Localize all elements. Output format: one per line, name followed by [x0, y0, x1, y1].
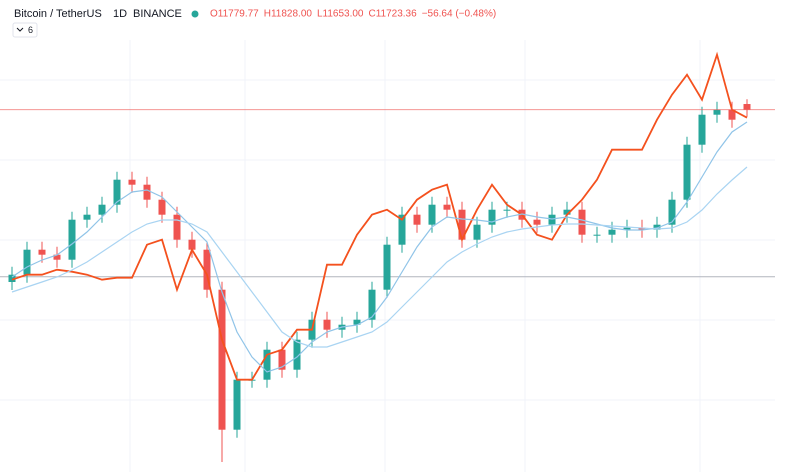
candle-body	[488, 209, 496, 225]
candle-body	[398, 214, 406, 245]
candle-body	[203, 249, 211, 290]
candle-body	[353, 319, 361, 325]
candle-body	[188, 239, 196, 250]
candle-body	[173, 214, 181, 240]
candle-body	[368, 289, 376, 320]
indicator-toggle[interactable]	[12, 22, 38, 38]
interval[interactable]: 1D	[113, 8, 127, 20]
candle-body	[323, 319, 331, 330]
candle-body	[23, 249, 31, 275]
symbol[interactable]: Bitcoin / TetherUS	[14, 8, 102, 20]
ohlc-value: H11828.00	[264, 9, 313, 20]
candle-body	[83, 214, 91, 220]
candle-body	[653, 224, 661, 230]
market-status	[191, 10, 199, 18]
candle-body	[608, 229, 616, 235]
candle-body	[473, 224, 481, 240]
candle-body	[593, 234, 601, 236]
chevron-icon	[16, 27, 24, 32]
candle-body	[698, 114, 706, 145]
candle-body	[293, 339, 301, 370]
indicator-line	[11, 121, 748, 373]
candle-body	[383, 244, 391, 290]
candle-body	[683, 144, 691, 200]
candle-body	[113, 179, 121, 205]
ohlc-value: L11653.00	[317, 9, 364, 20]
candle-body	[668, 199, 676, 225]
candle-body	[278, 349, 286, 370]
candle-body	[458, 209, 466, 240]
ohlc-legend: O11779.77 H11828.00 L11653.00 C11723.36 −56.…	[210, 9, 496, 20]
candle-body	[38, 249, 46, 255]
candle-body	[428, 204, 436, 225]
candle-body	[233, 379, 241, 430]
candle-body	[638, 227, 646, 230]
candle-body	[743, 104, 751, 110]
candle-body	[563, 209, 571, 215]
candle-body	[443, 204, 451, 210]
candle-body	[263, 349, 271, 380]
candle-body	[578, 209, 586, 235]
candle-body	[128, 179, 136, 185]
exchange[interactable]: BINANCE	[133, 8, 182, 20]
indicator-count[interactable]: 6	[28, 25, 33, 35]
candle-body	[713, 109, 721, 115]
candle-body	[413, 214, 421, 225]
indicator-line	[11, 51, 748, 381]
candle-body	[218, 289, 226, 430]
ohlc-value: C11723.36	[368, 9, 417, 20]
ohlc-value: −56.64 (−0.48%)	[422, 9, 497, 20]
candle-body	[623, 227, 631, 230]
candle-body	[98, 204, 106, 215]
indicator-line	[11, 166, 748, 348]
candle-body	[548, 214, 556, 225]
candle-body	[533, 219, 541, 225]
candle-body	[8, 274, 16, 282]
ohlc-value: O11779.77	[210, 9, 259, 20]
candle-body	[728, 109, 736, 120]
candle-body	[68, 219, 76, 260]
candle-body	[503, 209, 511, 211]
candle-body	[53, 254, 61, 260]
candle-body	[143, 184, 151, 200]
candle-body	[158, 199, 166, 215]
